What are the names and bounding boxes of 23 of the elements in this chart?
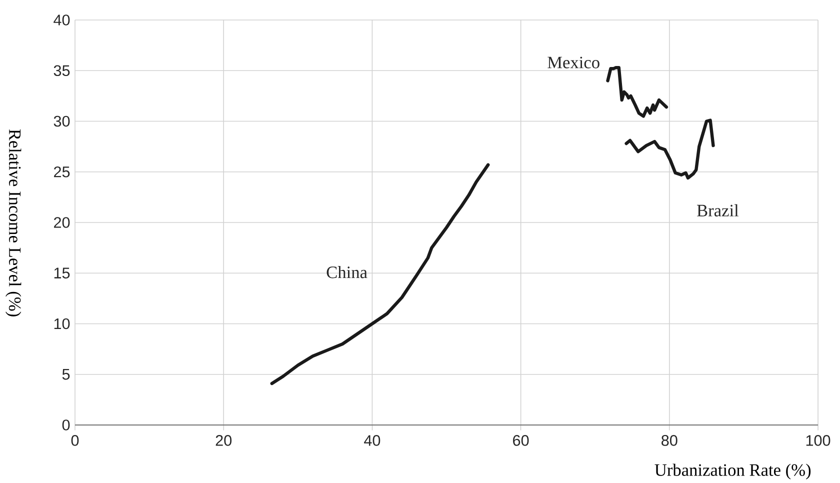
line-series	[606, 66, 668, 118]
y-tick-label: 0	[62, 420, 70, 430]
y-tick-label: 15	[54, 268, 70, 278]
y-tick-label: 5	[62, 369, 70, 380]
x-tick-label: 60	[513, 435, 529, 446]
text: China	[326, 266, 368, 278]
line-series	[624, 118, 715, 180]
x-axis-title: Urbanization Rate (%)	[654, 464, 811, 480]
x-tick-label: 80	[662, 435, 678, 446]
y-tick-label: 10	[54, 318, 70, 330]
series-label: Brazil	[697, 204, 739, 216]
x-tick-label: 40	[364, 435, 380, 446]
y-tick-label: 35	[54, 65, 70, 76]
y-tick-label: 20	[54, 217, 70, 228]
y-tick-label: 30	[54, 116, 70, 127]
line-series	[270, 163, 490, 386]
y-tick-label: 40	[54, 14, 70, 26]
y-tick-label: 25	[54, 166, 70, 178]
x-tick-label: 0	[71, 435, 79, 446]
y-axis-title: Relative Income Level (%)	[5, 129, 22, 316]
x-tick-label: 20	[216, 435, 232, 446]
series-label: Mexico	[548, 56, 600, 68]
x-tick-label: 100	[806, 435, 830, 446]
